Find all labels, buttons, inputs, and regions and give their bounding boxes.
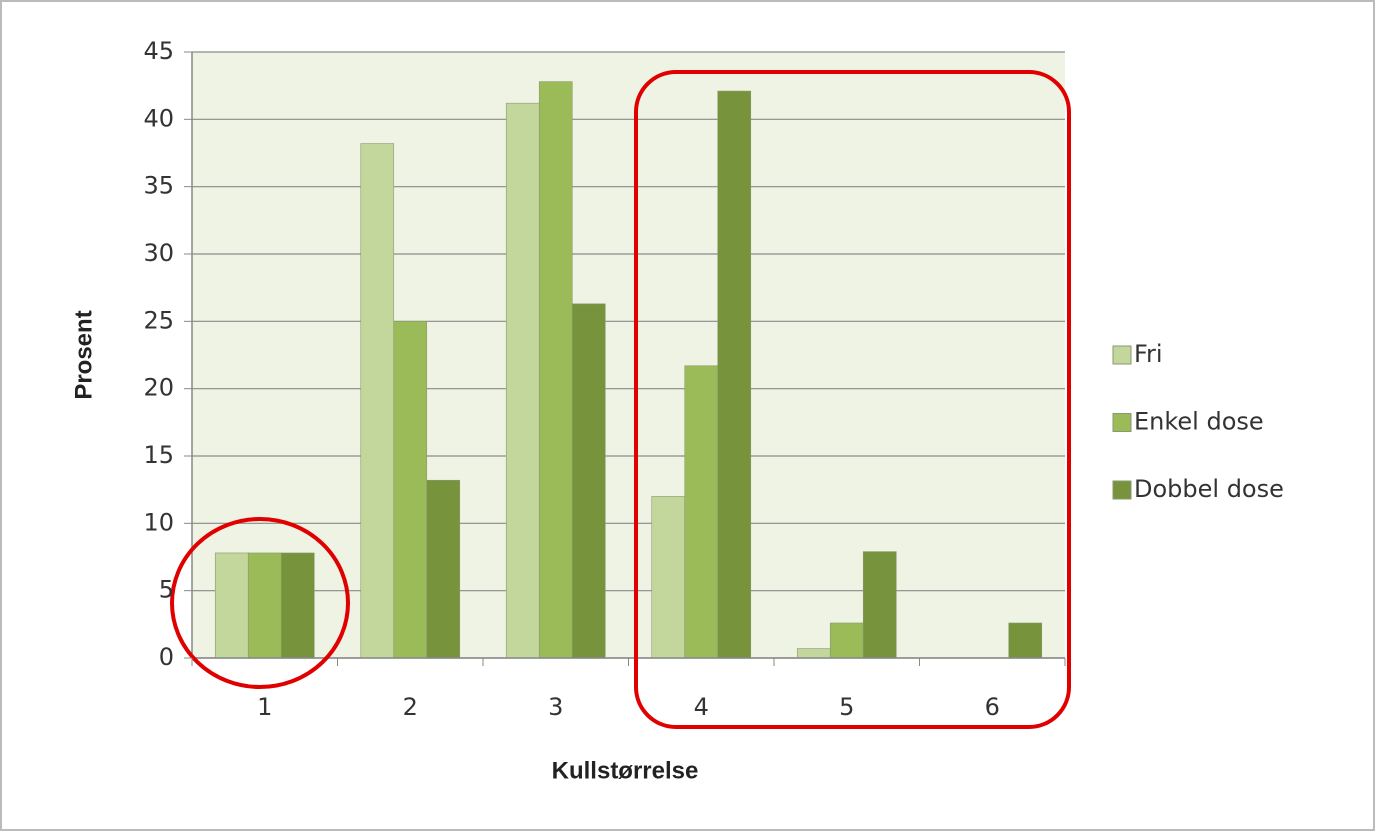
y-tick-label: 0 [159,643,174,671]
bar [538,81,573,659]
bar [796,648,831,659]
bar [280,552,315,659]
bar [247,552,282,659]
y-tick-label: 40 [143,104,174,132]
x-tick-label: 5 [839,693,854,721]
legend-swatch [1112,413,1132,432]
x-tick-label: 2 [403,693,418,721]
x-tick-label: 1 [257,693,272,721]
bar [571,303,606,659]
bar [426,479,461,659]
y-tick-label: 5 [159,576,174,604]
y-tick-label: 35 [143,172,174,200]
bar [829,622,864,659]
bar [717,90,752,659]
highlight-box [634,70,1071,729]
y-axis-title: Prosent [70,310,97,399]
bar [393,321,428,659]
x-axis-title: Kullstørrelse [552,757,699,784]
legend-label: Enkel dose [1134,408,1264,436]
bar [1008,622,1043,659]
y-tick-label: 15 [143,441,174,469]
bar [684,365,719,659]
legend-label: Fri [1134,340,1163,368]
highlight-circle [170,517,350,689]
plot-area [192,52,1065,658]
y-tick-label: 20 [143,374,174,402]
y-tick-label: 30 [143,239,174,267]
bar [862,551,897,659]
x-tick-label: 6 [985,693,1000,721]
x-tick-label: 4 [694,693,709,721]
y-tick-label: 45 [143,37,174,65]
bar [360,143,395,659]
y-tick-label: 25 [143,306,174,334]
x-tick-label: 3 [548,693,563,721]
bar [651,496,686,659]
legend-label: Dobbel dose [1134,475,1284,503]
y-tick-label: 10 [143,508,174,536]
bar [505,102,540,659]
bar [214,552,249,659]
legend-swatch [1112,345,1132,365]
legend-swatch [1112,480,1132,500]
